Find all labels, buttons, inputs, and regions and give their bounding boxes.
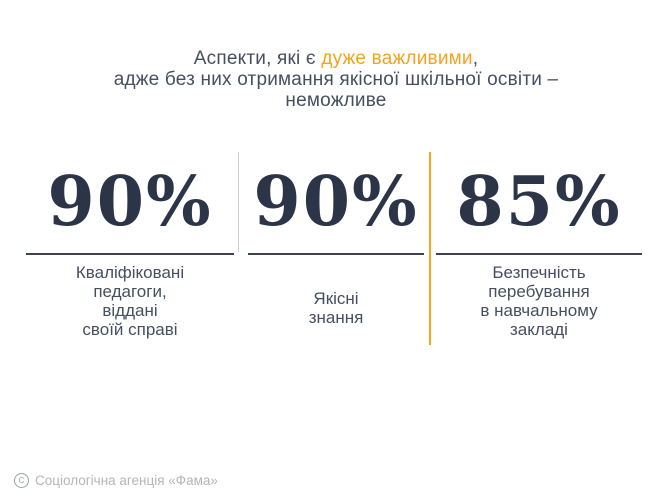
stat-label-line: Якісні	[313, 289, 359, 308]
column-divider-left	[238, 152, 239, 252]
stat-label-line: в навчальному	[480, 301, 598, 320]
footer: C Соціологічна агенція «Фама»	[14, 473, 218, 488]
stat-label: Кваліфіковані педагоги, віддані своїй сп…	[24, 263, 236, 339]
stat-label-line: віддані	[102, 301, 158, 320]
stat-label: Безпечність перебування в навчальному за…	[434, 263, 644, 339]
stat-underline	[26, 253, 234, 255]
stat-column-knowledge: 90% Якісні знання	[246, 155, 426, 327]
title-highlight: дуже важливими	[321, 48, 473, 69]
title-line2: адже без них отримання якісної шкільної …	[113, 69, 559, 90]
title-pre: Аспекти, які є	[193, 48, 322, 69]
stat-column-teachers: 90% Кваліфіковані педагоги, віддані свої…	[24, 155, 236, 339]
stat-underline	[436, 253, 642, 255]
stat-value: 90%	[47, 162, 213, 242]
stat-label-line: Безпечність	[492, 263, 586, 282]
title-line3: неможливе	[285, 90, 387, 111]
column-divider-right	[429, 152, 431, 345]
fama-logo-icon: C	[14, 473, 29, 488]
footer-agency-name: Соціологічна агенція «Фама»	[35, 473, 218, 488]
stat-label-line: знання	[308, 308, 364, 327]
slide-title: Аспекти, які є дуже важливими, адже без …	[0, 48, 672, 111]
stat-value: 85%	[456, 162, 622, 242]
stat-label-line: перебування	[488, 282, 590, 301]
stat-label-line: педагоги,	[93, 282, 167, 301]
stat-column-safety: 85% Безпечність перебування в навчальном…	[434, 155, 644, 339]
stat-value: 90%	[253, 162, 419, 242]
stat-label: Якісні знання	[246, 289, 426, 327]
title-line1: Аспекти, які є дуже важливими,	[194, 48, 478, 69]
stat-label-line: Кваліфіковані	[75, 263, 185, 282]
stat-underline	[248, 253, 424, 255]
title-post: ,	[472, 48, 479, 69]
stat-label-line: закладі	[510, 320, 568, 339]
stat-label-line: своїй справі	[82, 320, 178, 339]
